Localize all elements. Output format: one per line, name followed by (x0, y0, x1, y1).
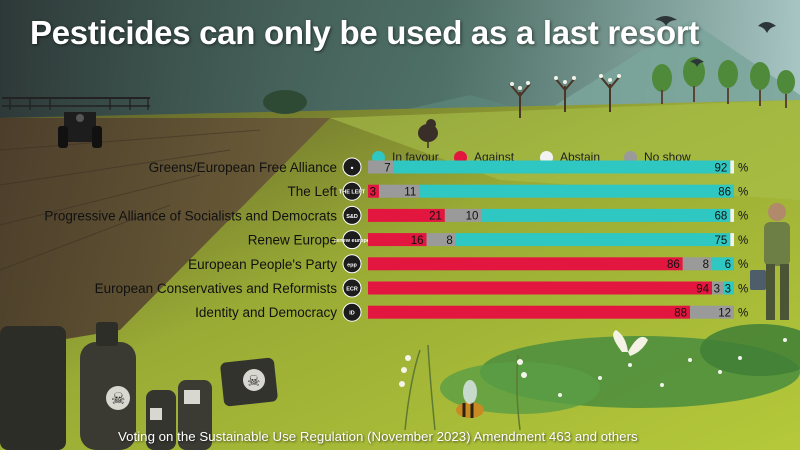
data-label: 12 (718, 308, 731, 320)
data-label: 92 (715, 162, 728, 174)
pesticide-containers: ☠ ☠ (0, 322, 278, 450)
bar-segment-in-favour (419, 184, 734, 198)
farmer-figure (750, 203, 790, 320)
svg-text:☠: ☠ (247, 372, 260, 390)
party-label: The Left (287, 184, 337, 199)
group-logo-icon (342, 278, 362, 298)
bar-segment-in-favour (393, 160, 731, 174)
data-label: 6 (725, 259, 731, 271)
bar-segment-against (368, 281, 713, 295)
bee-icon (456, 380, 484, 418)
data-label: 75 (715, 235, 728, 247)
group-logo-icon (342, 205, 362, 225)
party-label: Progressive Alliance of Socialists and D… (44, 208, 337, 223)
unit-label: % (738, 283, 748, 295)
group-logo-icon (342, 230, 362, 250)
data-label: 94 (696, 283, 709, 295)
bar-segment-against (368, 233, 427, 247)
bar-segment-abstain (730, 160, 734, 174)
bar-segment-no-show (426, 233, 456, 247)
group-logo-icon (342, 302, 362, 322)
unit-label: % (738, 187, 748, 199)
data-label: 3 (714, 283, 720, 295)
bar-segment-no-show (378, 184, 420, 198)
data-label: 88 (674, 308, 687, 320)
group-logo-text: ID (349, 311, 355, 317)
bar-segment-against (368, 208, 445, 222)
data-label: 8 (446, 235, 452, 247)
group-logo-text: epp (347, 262, 357, 268)
data-label: 11 (404, 187, 416, 199)
birds (655, 16, 776, 67)
bar-segment-in-favour (712, 257, 734, 271)
party-label: European People's Party (188, 257, 337, 272)
bar-segment-no-show (712, 281, 724, 295)
data-label: 16 (411, 235, 424, 247)
group-logo-text: renew europe (334, 238, 370, 244)
meadow-bushes (440, 324, 800, 414)
data-label: 86 (667, 259, 680, 271)
bar-segment-against (368, 257, 683, 271)
data-label: 86 (718, 187, 731, 199)
bar-segment-in-favour (481, 208, 731, 222)
data-label: 8 (703, 259, 709, 271)
data-label: 7 (384, 162, 390, 174)
bar-segment-in-favour (455, 233, 731, 247)
unit-label: % (738, 235, 748, 247)
unit-label: % (738, 162, 748, 174)
unit-label: % (738, 308, 748, 320)
data-label: 10 (466, 211, 479, 223)
bar-segment-against (368, 305, 691, 319)
bar-segment-no-show (682, 257, 713, 271)
bar-segment-abstain (730, 208, 734, 222)
tractor-sprayer (2, 97, 150, 148)
group-logo-icon (342, 181, 362, 201)
party-label: Greens/European Free Alliance (149, 160, 337, 175)
party-label: European Conservatives and Reformists (95, 281, 338, 296)
chart-footer: Voting on the Sustainable Use Regulation… (118, 429, 638, 444)
bar-segment-in-favour (723, 281, 734, 295)
data-label: 21 (429, 211, 442, 223)
data-label: 3 (370, 187, 376, 199)
group-logo-text: ECR (346, 287, 358, 293)
group-logo-text: ● (350, 166, 353, 172)
group-logo-text: S&D (346, 214, 358, 220)
group-logo-icon (342, 157, 362, 177)
party-label: Identity and Democracy (195, 305, 337, 320)
unit-label: % (738, 259, 748, 271)
unit-label: % (738, 211, 748, 223)
robin-icon (418, 119, 438, 148)
butterfly-icon (613, 330, 648, 356)
bar-segment-no-show (368, 160, 394, 174)
party-label: Renew Europe (248, 233, 337, 248)
data-label: 68 (715, 211, 728, 223)
data-label: 3 (725, 283, 731, 295)
bar-segment-abstain (730, 233, 734, 247)
bar-segment-against (368, 184, 379, 198)
group-logo-icon (342, 254, 362, 274)
svg-text:☠: ☠ (111, 389, 125, 408)
chart-title: Pesticides can only be used as a last re… (30, 14, 700, 51)
bar-segment-no-show (444, 208, 482, 222)
bar-segment-no-show (690, 305, 734, 319)
group-logo-text: THE LEFT (339, 190, 366, 196)
